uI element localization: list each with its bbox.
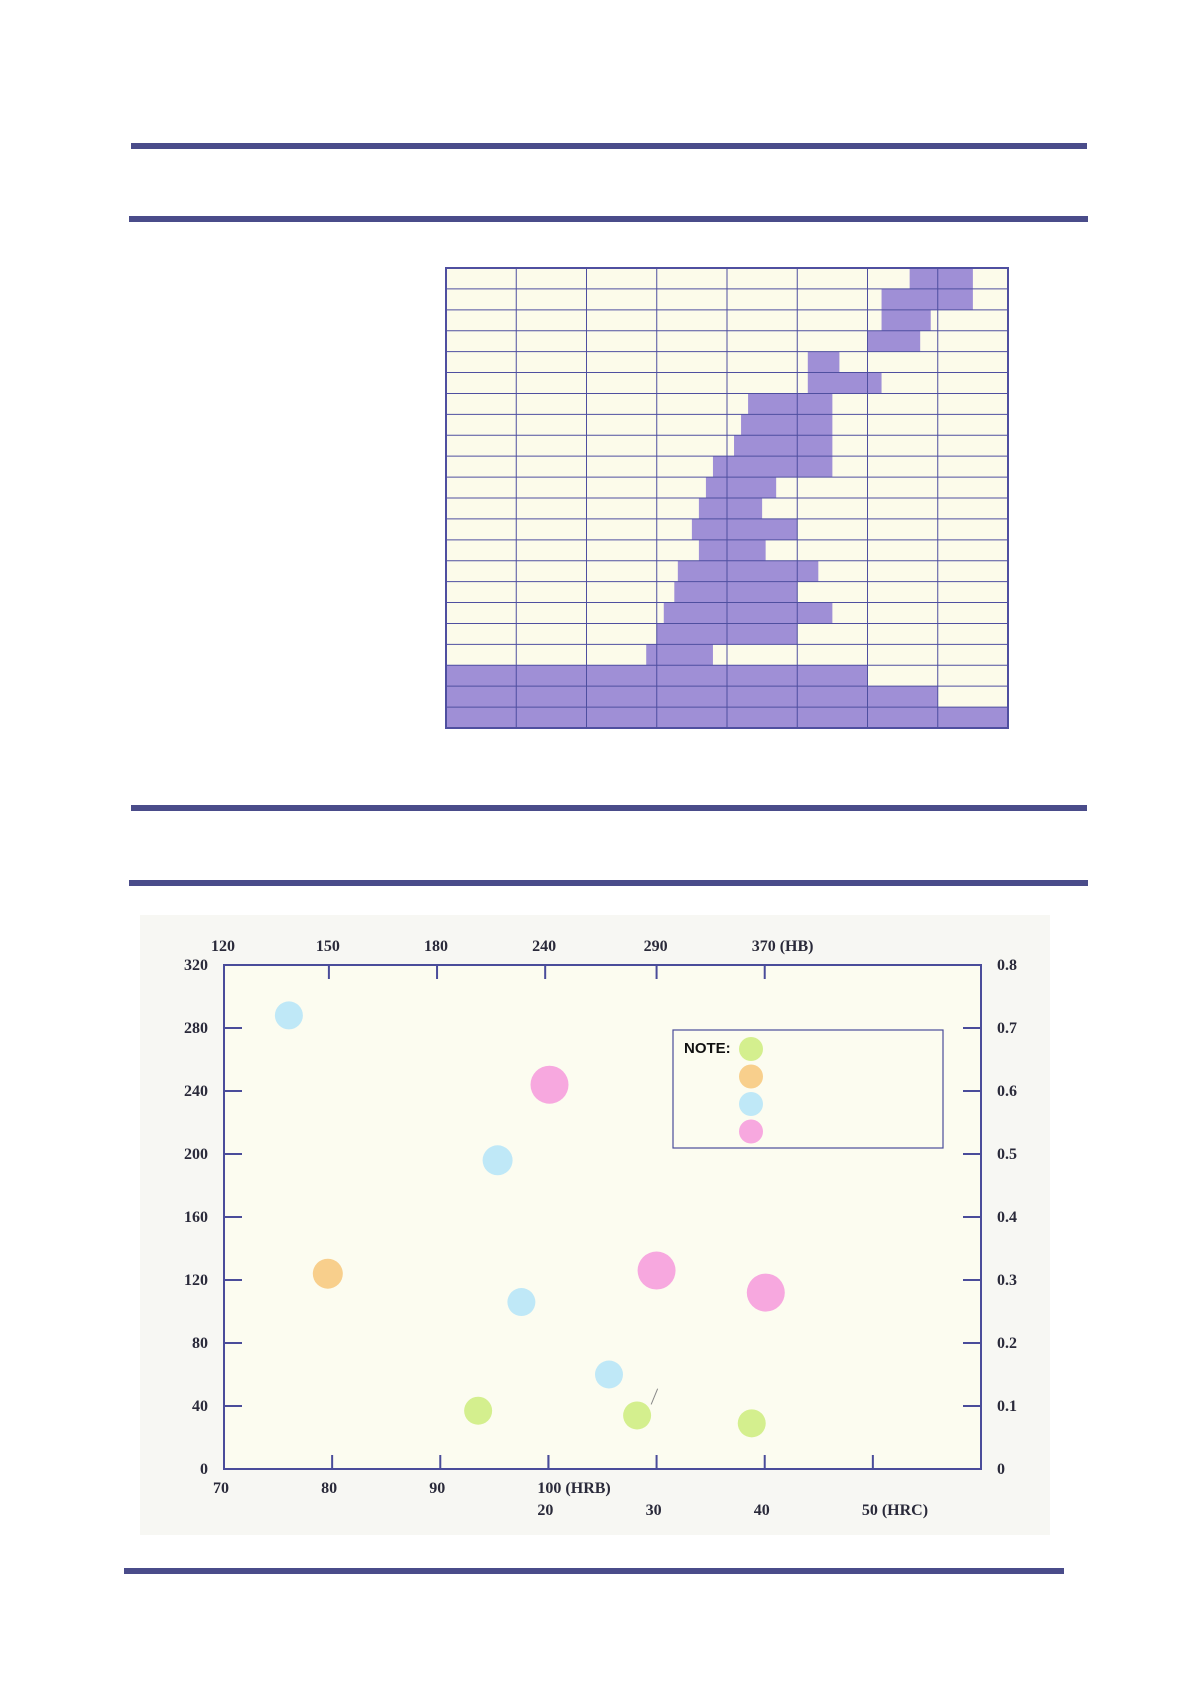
grid-band-20 <box>446 686 938 708</box>
x-tick-label-hb: 120 <box>211 938 235 955</box>
grid-band-5 <box>807 372 882 394</box>
data-point-blue <box>594 1360 623 1389</box>
x-tick-label-hb: 150 <box>316 938 340 955</box>
grid-border <box>445 267 1009 729</box>
grid-band-12 <box>691 518 798 540</box>
y2-tick-label: 0.7 <box>997 1020 1017 1037</box>
y2-tick-label: 0.3 <box>997 1272 1017 1289</box>
y-tick-label: 240 <box>184 1083 208 1100</box>
data-point-green <box>464 1396 493 1425</box>
rule-bottom <box>124 1568 1064 1574</box>
grid-band-10 <box>705 477 777 498</box>
scatter-panel: 0 40 80 120 160 200 240 280 320 0 0.1 0.2 0.3 0.4 0.5 0… <box>140 915 1050 1535</box>
x-tick-label-hrb: 80 <box>321 1480 337 1497</box>
x-tick-label-hb: 180 <box>424 938 448 955</box>
y2-tick-label: 0.2 <box>997 1335 1017 1352</box>
y2-tick-label: 0.1 <box>997 1398 1017 1415</box>
y-tick-label: 0 <box>200 1461 208 1478</box>
grid-band-18 <box>646 644 713 666</box>
data-point-blue <box>274 1001 303 1030</box>
rule-mid-1 <box>131 805 1087 811</box>
grid-band-14 <box>677 560 819 582</box>
x-tick-label-hrb: 100 (HRB) <box>537 1480 610 1497</box>
legend-marker-green <box>739 1037 763 1061</box>
y-tick-label: 120 <box>184 1272 208 1289</box>
x-tick-label-hrb: 90 <box>429 1480 445 1497</box>
grid-band-7 <box>741 414 833 436</box>
data-point-pink <box>637 1251 676 1290</box>
x-tick-label-hrb: 70 <box>213 1480 229 1497</box>
data-point-blue <box>482 1145 513 1176</box>
x-tick-label-hb: 370 (HB) <box>752 938 814 955</box>
grid-band-16 <box>663 602 833 624</box>
y-tick-label: 320 <box>184 957 208 974</box>
rule-mid-2 <box>129 880 1088 886</box>
data-point-orange <box>312 1258 343 1289</box>
y-tick-label: 40 <box>192 1398 208 1415</box>
grid-band-8 <box>734 435 833 457</box>
grid-band-15 <box>674 581 798 603</box>
x-tick-label-hrc: 20 <box>537 1502 553 1519</box>
y-tick-label: 280 <box>184 1020 208 1037</box>
grid-chart <box>445 267 1009 729</box>
legend-marker-pink <box>739 1119 763 1144</box>
scatter-chart: 0 40 80 120 160 200 240 280 320 0 0.1 0.2 0.3 0.4 0.5 0… <box>184 938 1017 1519</box>
grid-band-0 <box>909 268 973 289</box>
data-point-pink <box>746 1273 785 1312</box>
data-point-pink <box>530 1065 569 1104</box>
grid-band-6 <box>748 393 833 415</box>
rule-top-2 <box>129 216 1088 222</box>
data-point-green <box>737 1409 766 1438</box>
y-tick-label: 80 <box>192 1335 208 1352</box>
legend-title: NOTE: <box>684 1040 731 1057</box>
grid-band-13 <box>698 539 766 561</box>
grid-band-3 <box>867 330 921 352</box>
x-tick-label-hrc: 30 <box>646 1502 662 1519</box>
x-tick-label-hb: 290 <box>644 938 668 955</box>
annotation-stroke <box>650 1388 659 1405</box>
y2-tick-label: 0 <box>997 1461 1005 1478</box>
x-tick-label-hb: 240 <box>532 938 556 955</box>
x-tick-label-hrc: 50 (HRC) <box>862 1502 928 1519</box>
y-tick-label: 160 <box>184 1209 208 1226</box>
grid-band-9 <box>712 456 833 478</box>
grid-band-2 <box>881 309 931 331</box>
grid-band-4 <box>807 351 840 373</box>
grid-band-1 <box>881 288 973 310</box>
y2-tick-label: 0.4 <box>997 1209 1017 1226</box>
grid-band-11 <box>698 498 763 519</box>
x-tick-label-hrc: 40 <box>754 1502 770 1519</box>
y-tick-label: 200 <box>184 1146 208 1163</box>
legend-marker-blue <box>739 1092 763 1116</box>
y2-tick-label: 0.5 <box>997 1146 1017 1163</box>
y2-tick-label: 0.6 <box>997 1083 1017 1100</box>
plot-area <box>224 965 981 1469</box>
legend-box <box>672 1029 944 1149</box>
legend-marker-orange <box>739 1064 763 1089</box>
rule-top-1 <box>131 143 1087 149</box>
data-point-blue <box>507 1288 536 1317</box>
y2-tick-label: 0.8 <box>997 957 1017 974</box>
data-point-green <box>623 1401 652 1430</box>
